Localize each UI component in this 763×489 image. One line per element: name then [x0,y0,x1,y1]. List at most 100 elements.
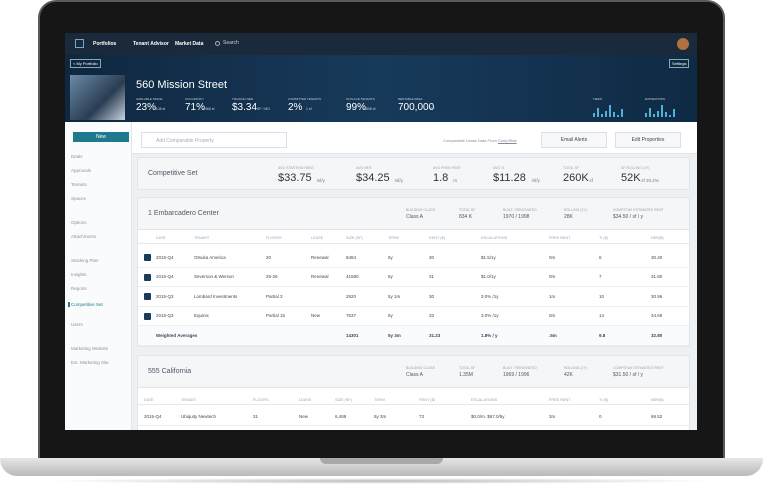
checkbox[interactable] [144,293,151,301]
checkbox[interactable] [144,312,151,320]
new-button[interactable]: New [73,132,129,142]
sidebar-item[interactable]: Tenants [71,182,87,187]
column-header: DATE [144,398,154,402]
back-button[interactable]: < My Portfolio [70,59,101,68]
fact-label: TOTAL SF [459,366,476,370]
stat-sub: SF / MO [257,107,271,111]
cell: $1.5/1y [481,254,496,260]
cell: 34.69 [651,313,663,319]
column-header: FLOORS [253,398,269,402]
source-label: Comparable Lease Data From [443,138,497,143]
property-name: 1 Embarcadero Center [148,210,219,217]
cell: $0.0/m. $67.0/5y [471,414,505,419]
sidebar-item[interactable]: Stacking Plan [71,258,99,263]
search[interactable]: Search [223,40,239,46]
table-row [138,287,689,307]
stat-value: 99% [346,102,367,113]
property-header [138,356,689,388]
cell: Severson & Werson [194,274,234,280]
cell: 30 [429,254,435,260]
checkbox[interactable] [144,273,151,281]
metric-label: AVG NER [356,166,372,170]
cell: New [299,414,309,419]
mini-bar [621,109,623,117]
hero [65,55,697,122]
laptop-base [0,458,763,476]
property-name: 555 California [148,368,192,375]
avatar[interactable] [677,38,689,50]
column-header: RENT ($) [419,398,435,402]
sidebar-item[interactable]: Competitive Set [68,302,103,307]
cell: 7537 [346,313,357,319]
column-header: TENANT [194,236,210,240]
metric-label: TOTAL SF [563,166,580,170]
toolbar-button[interactable]: Edit Properties [615,132,681,148]
toolbar-button[interactable]: Email Alerts [541,132,607,148]
cell: 3.0% /1y [481,313,499,319]
mini-bar [593,113,595,117]
sidebar-item[interactable]: Users [71,322,83,327]
total-cell: 31.23 [429,332,441,338]
cell: 31.80 [651,274,663,280]
source-text: Comparable Lease Data From CompStak [443,138,517,143]
sidebar-item[interactable]: Ext. Marketing Site [71,360,109,365]
nav-item[interactable]: Portfolios [93,41,117,47]
cell: 0 [599,414,602,419]
fact-label: TOTAL SF [459,208,476,212]
sidebar-item[interactable]: Attachments [71,234,97,239]
stat-sub: SF [430,107,435,111]
metric-unit: /sf/y [316,178,325,183]
add-property-input[interactable]: Add Comparable Property [141,132,287,148]
settings-button[interactable]: Settings [669,59,690,68]
stat-value: $3.34 [232,102,258,113]
mini-bar [661,105,663,117]
sidebar-item[interactable]: Spaces [71,196,87,201]
header-rule [138,404,689,405]
stat-label: OCCUPANCY [185,97,204,101]
sidebar-item[interactable]: Reports [71,286,87,291]
sidebar-item[interactable]: Marketing Website [71,346,109,351]
cell: 31 [253,414,259,419]
sidebar-item[interactable]: Options [71,220,87,225]
column-header: RENT ($) [429,236,445,240]
total-cell: 14301 [346,332,359,338]
column-header: ESCALATIONS [471,398,498,402]
sidebar-item[interactable]: Insights [71,272,87,277]
sidebar-item[interactable]: Approvals [71,168,92,173]
mini-bar [605,111,607,117]
cell: 41580 [346,274,359,280]
cell: 3m [549,414,556,419]
screen: Search < My Portfolio Settings 560 Missi… [65,33,697,430]
cell: 30.40 [651,254,663,260]
laptop-notch [320,458,443,464]
column-header: NER($) [651,398,664,402]
stat-sub: 4808 sf [364,107,376,111]
total-cell: 9.8 [599,332,606,338]
source-link[interactable]: CompStak [497,138,517,143]
fact-value: Class A [406,214,423,220]
metric-unit: sf 20.2% [641,178,659,183]
cell: Renewal [311,274,329,280]
table-row [138,307,689,326]
header-rule [138,243,689,244]
checkbox[interactable] [144,254,151,262]
table-row [138,248,689,268]
total-cell: 5y 3m [388,332,401,338]
cell: 10 [599,293,605,299]
cell: 2015-Q4 [156,254,174,260]
cell: 0m [549,274,556,280]
cell: Partial 15 [266,313,286,319]
property-header [138,198,689,230]
stat-label: AVAILABLE SPACE [136,97,163,101]
fact-label: ROLLING (1Y) [564,366,587,370]
cell: 33 [429,313,435,319]
total-cell: 1.8% / y [481,332,498,338]
cell: 2015-Q4 [144,414,162,419]
stat-value: 2% [288,102,303,113]
sidebar-item[interactable]: Deals [71,154,83,159]
metric-label: SF ROLLING (1Y) [621,166,650,170]
metric-value: 52K [621,172,641,184]
property-title: 560 Mission Street [136,79,228,91]
nav-item[interactable]: Tenant Advisor [133,41,169,47]
nav-item[interactable]: Market Data [175,41,204,47]
